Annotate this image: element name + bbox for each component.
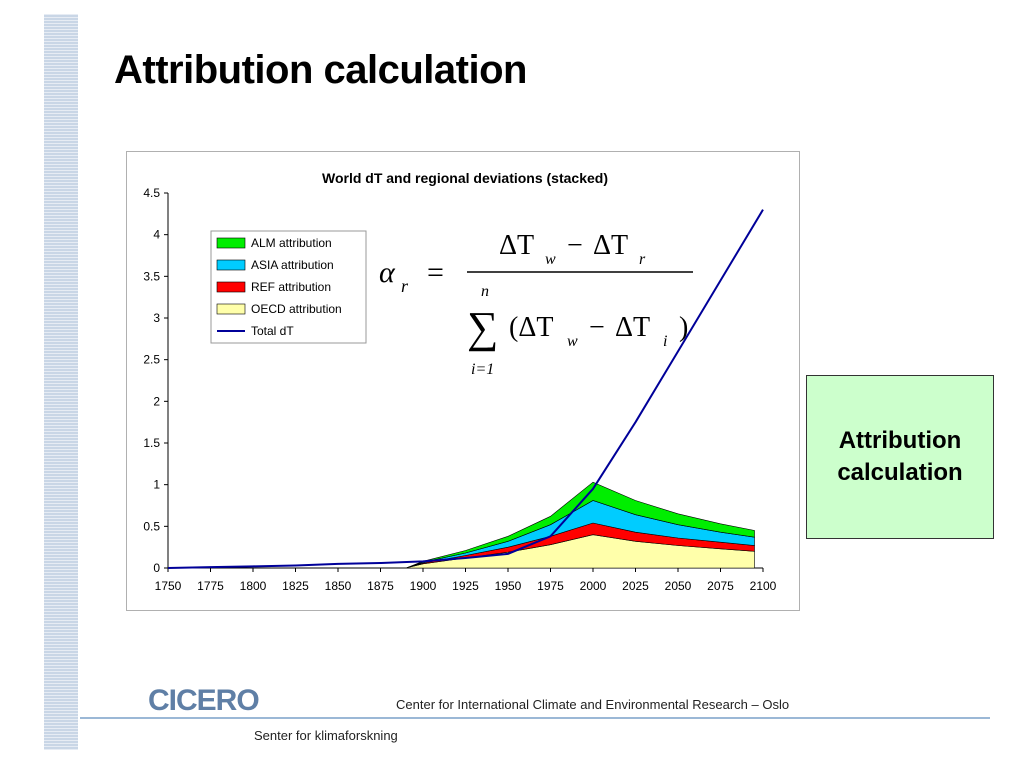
y-tick-label: 1.5 bbox=[143, 436, 160, 450]
formula-sum-top: n bbox=[481, 283, 489, 300]
area-alm-attribution bbox=[405, 481, 755, 569]
legend-label: ASIA attribution bbox=[251, 258, 334, 272]
y-tick-label: 3.5 bbox=[143, 269, 160, 283]
legend-swatch bbox=[216, 303, 246, 315]
x-tick-label: 1925 bbox=[452, 579, 479, 593]
formula-den-1-sub: w bbox=[567, 333, 578, 350]
page-title: Attribution calculation bbox=[114, 48, 527, 92]
x-tick-label: 1975 bbox=[537, 579, 564, 593]
formula-sum-bottom: i=1 bbox=[471, 361, 494, 378]
legend-label: Total dT bbox=[251, 324, 294, 338]
formula-num-minus: − bbox=[567, 230, 583, 261]
stacked-area-chart: World dT and regional deviations (stacke… bbox=[143, 170, 777, 593]
legend-label: ALM attribution bbox=[251, 236, 332, 250]
line-total-dt bbox=[167, 209, 764, 569]
formula-den-2-sub: i bbox=[663, 333, 667, 350]
x-tick-label: 1825 bbox=[282, 579, 309, 593]
y-tick-label: 2 bbox=[153, 394, 160, 408]
formula-den-1: (ΔT bbox=[509, 312, 553, 343]
footer-subtitle: Senter for klimaforskning bbox=[254, 728, 398, 743]
formula-equals: = bbox=[427, 256, 444, 289]
cicero-logo: CICERO bbox=[148, 684, 260, 717]
footer-divider bbox=[80, 717, 990, 719]
chart-title: World dT and regional deviations (stacke… bbox=[322, 170, 608, 186]
legend-label: REF attribution bbox=[251, 280, 331, 294]
side-box-label: Attribution calculation bbox=[837, 427, 963, 486]
formula-den-close: ) bbox=[679, 312, 688, 343]
decorative-side-stripe bbox=[44, 14, 78, 750]
y-tick-label: 2.5 bbox=[143, 353, 160, 367]
x-tick-label: 2050 bbox=[665, 579, 692, 593]
formula-num-1: ΔT bbox=[499, 230, 534, 261]
y-tick-label: 3 bbox=[153, 311, 160, 325]
chart-frame: World dT and regional deviations (stacke… bbox=[126, 151, 800, 611]
y-tick-label: 0.5 bbox=[143, 519, 160, 533]
x-tick-label: 1900 bbox=[410, 579, 437, 593]
formula-den-minus: − bbox=[589, 312, 605, 343]
x-tick-label: 2075 bbox=[707, 579, 734, 593]
formula-alpha: α bbox=[379, 256, 396, 289]
x-tick-label: 2100 bbox=[750, 579, 777, 593]
y-tick-label: 4.5 bbox=[143, 186, 160, 200]
x-tick-label: 1875 bbox=[367, 579, 394, 593]
x-tick-label: 1775 bbox=[197, 579, 224, 593]
x-tick-label: 1850 bbox=[325, 579, 352, 593]
attribution-calculation-box: Attribution calculation bbox=[806, 375, 994, 539]
formula-alpha-sub: r bbox=[401, 276, 409, 296]
formula-num-2: ΔT bbox=[593, 230, 628, 261]
y-tick-label: 4 bbox=[153, 228, 160, 242]
formula-den-2: ΔT bbox=[615, 312, 650, 343]
x-tick-label: 1750 bbox=[155, 579, 182, 593]
formula-sigma: ∑ bbox=[467, 303, 498, 352]
footer-org-name: Center for International Climate and Env… bbox=[396, 697, 790, 712]
legend-swatch bbox=[216, 281, 246, 293]
x-tick-label: 1800 bbox=[240, 579, 267, 593]
legend-label: OECD attribution bbox=[251, 302, 342, 316]
x-tick-label: 1950 bbox=[495, 579, 522, 593]
legend-swatch bbox=[216, 259, 246, 271]
y-tick-label: 1 bbox=[153, 478, 160, 492]
formula-num-1-sub: w bbox=[545, 251, 556, 268]
x-tick-label: 2000 bbox=[580, 579, 607, 593]
legend-swatch bbox=[216, 237, 246, 249]
y-tick-label: 0 bbox=[153, 561, 160, 575]
formula-num-2-sub: r bbox=[639, 251, 646, 268]
x-tick-label: 2025 bbox=[622, 579, 649, 593]
